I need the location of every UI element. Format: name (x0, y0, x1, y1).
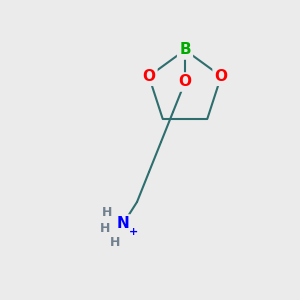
Text: H: H (100, 223, 110, 236)
Text: O: O (214, 69, 228, 84)
Text: H: H (110, 236, 120, 248)
Text: B: B (179, 43, 191, 58)
Text: O: O (178, 74, 191, 89)
Text: H: H (102, 206, 112, 218)
Text: N: N (117, 217, 129, 232)
Text: +: + (128, 227, 138, 237)
Text: O: O (142, 69, 155, 84)
